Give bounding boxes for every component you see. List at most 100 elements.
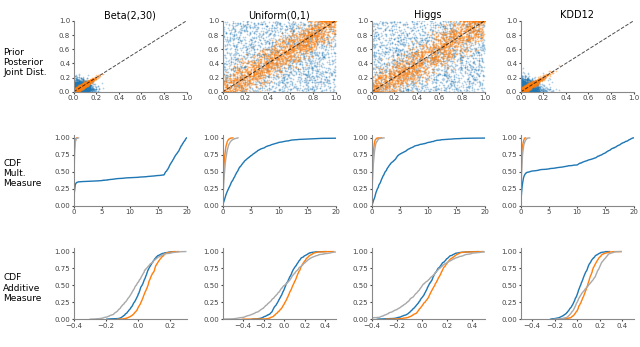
- Point: [70, 80, 81, 85]
- Point: [304, 18, 314, 24]
- Point: [79, 86, 89, 91]
- Point: [518, 83, 528, 88]
- Point: [74, 85, 84, 91]
- Point: [417, 60, 427, 65]
- Point: [292, 86, 302, 92]
- Point: [531, 89, 541, 94]
- Point: [520, 88, 531, 94]
- Point: [517, 88, 527, 93]
- Point: [330, 37, 340, 43]
- Point: [73, 82, 83, 87]
- Point: [79, 87, 89, 93]
- Point: [477, 18, 488, 24]
- Point: [76, 85, 86, 91]
- Point: [314, 27, 324, 33]
- Point: [300, 86, 310, 91]
- Point: [71, 88, 81, 94]
- Point: [262, 70, 272, 76]
- Point: [520, 86, 531, 92]
- Point: [282, 26, 292, 32]
- Point: [522, 89, 532, 94]
- Point: [86, 78, 97, 84]
- Point: [311, 39, 321, 44]
- Point: [278, 56, 288, 61]
- Point: [517, 89, 527, 94]
- Point: [73, 87, 83, 92]
- Point: [71, 88, 81, 94]
- Point: [81, 80, 92, 85]
- Point: [524, 85, 534, 91]
- Point: [440, 73, 451, 78]
- Point: [74, 85, 84, 91]
- Point: [519, 89, 529, 94]
- Point: [436, 29, 446, 35]
- Point: [518, 88, 528, 94]
- Point: [244, 42, 255, 47]
- Point: [319, 22, 329, 27]
- Point: [518, 87, 529, 93]
- Point: [428, 69, 438, 75]
- Point: [520, 85, 531, 91]
- Point: [524, 86, 534, 92]
- Point: [235, 77, 245, 82]
- Point: [529, 85, 539, 90]
- Point: [520, 84, 530, 90]
- Point: [424, 48, 434, 53]
- Point: [520, 85, 531, 91]
- Point: [240, 69, 250, 74]
- Point: [232, 66, 242, 72]
- Point: [76, 89, 86, 94]
- Point: [516, 86, 527, 92]
- Point: [253, 63, 264, 69]
- Point: [219, 71, 229, 76]
- Point: [520, 88, 530, 94]
- Point: [525, 85, 536, 90]
- Point: [277, 53, 287, 59]
- Point: [454, 68, 465, 73]
- Point: [74, 86, 84, 92]
- Point: [70, 73, 81, 79]
- Point: [413, 77, 423, 83]
- Point: [262, 52, 272, 58]
- Point: [370, 89, 380, 95]
- Point: [70, 84, 81, 90]
- Point: [72, 87, 82, 93]
- Point: [367, 56, 378, 61]
- Point: [84, 86, 94, 92]
- Point: [83, 77, 93, 83]
- Point: [517, 88, 527, 94]
- Point: [429, 50, 439, 56]
- Point: [517, 87, 527, 92]
- Point: [402, 84, 412, 89]
- Point: [70, 88, 81, 94]
- Point: [521, 88, 531, 94]
- Point: [413, 67, 424, 73]
- Point: [93, 75, 103, 81]
- Point: [449, 74, 459, 79]
- Point: [280, 60, 290, 66]
- Point: [381, 50, 391, 55]
- Point: [78, 84, 88, 89]
- Point: [72, 86, 83, 91]
- Point: [70, 88, 81, 93]
- Point: [75, 84, 85, 90]
- Point: [71, 81, 81, 86]
- Point: [308, 84, 319, 90]
- Point: [523, 86, 533, 92]
- Point: [517, 89, 527, 94]
- Point: [252, 84, 262, 90]
- Point: [526, 83, 536, 89]
- Point: [516, 88, 527, 94]
- Point: [72, 87, 83, 92]
- Point: [80, 86, 90, 92]
- Point: [71, 86, 81, 91]
- Point: [442, 54, 452, 59]
- Point: [74, 85, 84, 91]
- Point: [268, 61, 278, 67]
- Point: [525, 86, 535, 92]
- Point: [520, 88, 531, 94]
- Point: [521, 88, 531, 94]
- Point: [520, 87, 531, 93]
- Point: [422, 77, 432, 83]
- Point: [71, 86, 81, 92]
